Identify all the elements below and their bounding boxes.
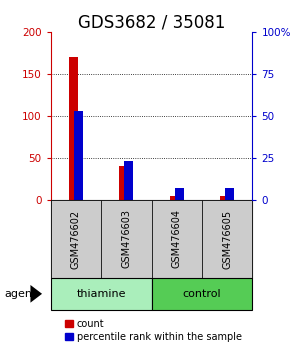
Bar [51,200,101,278]
Bar [220,196,229,200]
Text: GSM476605: GSM476605 [222,209,232,269]
Bar [225,188,234,200]
Bar [69,57,78,200]
Bar [151,278,252,310]
Text: agent: agent [4,289,37,299]
Bar [101,200,151,278]
Bar [119,166,128,200]
Bar [124,161,133,200]
Text: control: control [183,289,221,299]
Bar [175,188,184,200]
Bar [170,196,179,200]
Bar [151,200,202,278]
Bar [202,200,252,278]
Bar [51,278,151,310]
Bar [74,111,83,200]
Title: GDS3682 / 35081: GDS3682 / 35081 [78,14,225,32]
Text: GSM476602: GSM476602 [71,209,81,269]
Text: GSM476603: GSM476603 [121,210,131,268]
Text: thiamine: thiamine [76,289,126,299]
Legend: count, percentile rank within the sample: count, percentile rank within the sample [61,315,246,346]
Text: GSM476604: GSM476604 [172,210,182,268]
